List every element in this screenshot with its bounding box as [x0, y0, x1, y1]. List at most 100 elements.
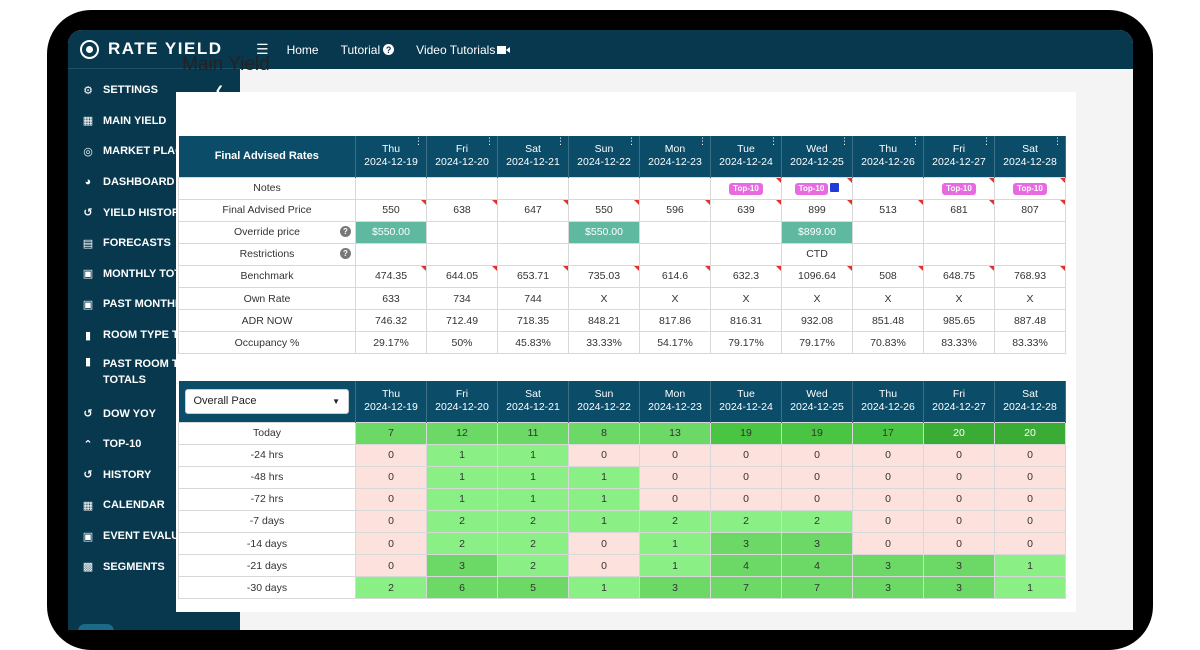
pace-cell: 11 — [497, 421, 569, 445]
column-header-2024-12-27[interactable]: Fri 2024-12-27 ⋮ — [923, 136, 995, 177]
column-header-2024-12-28[interactable]: Sat 2024-12-28 ⋮ — [994, 136, 1066, 177]
kebab-menu-icon[interactable]: ⋮ — [627, 136, 636, 146]
value-cell[interactable] — [568, 242, 640, 266]
override-price-cell[interactable] — [994, 220, 1066, 244]
kebab-menu-icon[interactable]: ⋮ — [414, 136, 423, 146]
value-cell[interactable] — [497, 242, 569, 266]
nav-video-label: Video Tutorials — [416, 42, 496, 57]
notes-cell[interactable] — [639, 176, 711, 200]
sidebar-item-settings[interactable]: ⚙ SETTINGS ❮ — [68, 75, 240, 106]
sidebar-item-top-10[interactable]: ⌃ TOP-10 — [68, 429, 240, 460]
row-label: Notes — [178, 176, 356, 200]
notes-cell[interactable]: Top-10 — [781, 176, 853, 200]
sidebar-item-main-yield[interactable]: ▦ MAIN YIELD — [68, 106, 240, 137]
kebab-menu-icon[interactable]: ⋮ — [840, 136, 849, 146]
kebab-menu-icon[interactable]: ⋮ — [769, 136, 778, 146]
nav-video-tutorials-link[interactable]: Video Tutorials — [416, 42, 511, 57]
column-header-2024-12-25[interactable]: Wed 2024-12-25 — [781, 381, 853, 422]
column-header-2024-12-21[interactable]: Sat 2024-12-21 — [497, 381, 569, 422]
column-header-2024-12-19[interactable]: Thu 2024-12-19 ⋮ — [355, 136, 427, 177]
column-header-2024-12-23[interactable]: Mon 2024-12-23 — [639, 381, 711, 422]
kebab-menu-icon[interactable]: ⋮ — [556, 136, 565, 146]
override-price-cell[interactable] — [710, 220, 782, 244]
sidebar-toggle-button[interactable] — [78, 624, 114, 630]
notes-cell[interactable] — [426, 176, 498, 200]
nav-home-link[interactable]: Home — [287, 43, 319, 57]
kebab-menu-icon[interactable]: ⋮ — [1053, 136, 1062, 146]
kebab-menu-icon[interactable]: ⋮ — [485, 136, 494, 146]
override-price-cell[interactable]: $550.00 — [355, 220, 427, 244]
pace-cell: 1 — [497, 443, 569, 467]
value-cell: X — [710, 286, 782, 311]
override-price-cell[interactable]: $899.00 — [781, 220, 853, 244]
pace-cell: 2 — [426, 531, 498, 556]
value-cell[interactable] — [426, 242, 498, 266]
column-dow: Thu — [878, 143, 898, 156]
override-price-cell[interactable]: $550.00 — [568, 220, 640, 244]
column-dow: Sat — [525, 388, 541, 401]
column-header-2024-12-24[interactable]: Tue 2024-12-24 — [710, 381, 782, 422]
column-date: 2024-12-26 — [861, 156, 915, 169]
column-header-2024-12-27[interactable]: Fri 2024-12-27 — [923, 381, 995, 422]
column-dow: Sat — [525, 143, 541, 156]
notes-cell[interactable]: Top-10 — [710, 176, 782, 200]
notes-cell[interactable]: Top-10 — [994, 176, 1066, 200]
override-price-cell[interactable] — [426, 220, 498, 244]
notes-cell[interactable] — [355, 176, 427, 200]
column-header-2024-12-20[interactable]: Fri 2024-12-20 ⋮ — [426, 136, 498, 177]
value-cell[interactable]: CTD — [781, 242, 853, 266]
value-cell[interactable] — [355, 242, 427, 266]
sidebar-item-yield-history[interactable]: ↺ YIELD HISTORY — [68, 197, 240, 228]
help-icon[interactable]: ? — [340, 247, 351, 259]
pace-select[interactable]: Overall Pace ▼ — [184, 388, 349, 414]
sidebar-item-dow-yoy[interactable]: ↺ DOW YOY — [68, 398, 240, 429]
sidebar-item-segments[interactable]: ▩ SEGMENTS — [68, 551, 240, 582]
value-cell[interactable] — [994, 242, 1066, 266]
nav-tutorial-link[interactable]: Tutorial? — [341, 43, 395, 57]
column-header-2024-12-26[interactable]: Thu 2024-12-26 — [852, 381, 924, 422]
column-header-2024-12-23[interactable]: Mon 2024-12-23 ⋮ — [639, 136, 711, 177]
notes-cell[interactable] — [852, 176, 924, 200]
notes-cell[interactable]: Top-10 — [923, 176, 995, 200]
override-price-cell[interactable] — [852, 220, 924, 244]
column-header-2024-12-21[interactable]: Sat 2024-12-21 ⋮ — [497, 136, 569, 177]
column-header-2024-12-26[interactable]: Thu 2024-12-26 ⋮ — [852, 136, 924, 177]
column-header-2024-12-19[interactable]: Thu 2024-12-19 — [355, 381, 427, 422]
sidebar-item-history[interactable]: ↺ HISTORY — [68, 460, 240, 491]
kebab-menu-icon[interactable]: ⋮ — [911, 136, 920, 146]
pace-cell: 17 — [852, 421, 924, 445]
book-icon: ▮ — [84, 329, 92, 342]
help-icon[interactable]: ? — [340, 225, 351, 237]
book-icon: ▮ — [84, 356, 92, 369]
column-header-2024-12-24[interactable]: Tue 2024-12-24 ⋮ — [710, 136, 782, 177]
override-price-cell[interactable] — [639, 220, 711, 244]
sidebar-item-forecasts[interactable]: ▤ FORECASTS — [68, 228, 240, 259]
column-header-2024-12-28[interactable]: Sat 2024-12-28 — [994, 381, 1066, 422]
pace-cell: 0 — [994, 443, 1066, 467]
value-cell: 735.03 — [568, 264, 640, 288]
target-icon: ◎ — [83, 145, 93, 158]
column-header-2024-12-22[interactable]: Sun 2024-12-22 ⋮ — [568, 136, 640, 177]
sidebar-item-calendar[interactable]: ▦ CALENDAR — [68, 490, 240, 521]
column-header-2024-12-25[interactable]: Wed 2024-12-25 ⋮ — [781, 136, 853, 177]
table-row: -24 hrs 0 1 1 0 0 0 0 0 0 0 — [178, 443, 1066, 467]
notes-cell[interactable] — [497, 176, 569, 200]
override-price-cell[interactable] — [497, 220, 569, 244]
column-header-2024-12-22[interactable]: Sun 2024-12-22 — [568, 381, 640, 422]
kebab-menu-icon[interactable]: ⋮ — [698, 136, 707, 146]
value-cell[interactable] — [710, 242, 782, 266]
chevron-left-icon[interactable]: ❮ — [214, 84, 224, 97]
pace-cell: 3 — [781, 531, 853, 556]
value-cell: 596 — [639, 198, 711, 222]
brand[interactable]: RATE YIELD — [68, 30, 240, 69]
value-cell[interactable] — [852, 242, 924, 266]
hamburger-icon[interactable]: ☰ — [256, 41, 269, 57]
value-cell[interactable] — [923, 242, 995, 266]
value-cell: 653.71 — [497, 264, 569, 288]
notes-cell[interactable] — [568, 176, 640, 200]
sidebar-item-dashboard[interactable]: ◕ DASHBOARD — [68, 167, 240, 198]
kebab-menu-icon[interactable]: ⋮ — [982, 136, 991, 146]
column-header-2024-12-20[interactable]: Fri 2024-12-20 — [426, 381, 498, 422]
override-price-cell[interactable] — [923, 220, 995, 244]
value-cell[interactable] — [639, 242, 711, 266]
